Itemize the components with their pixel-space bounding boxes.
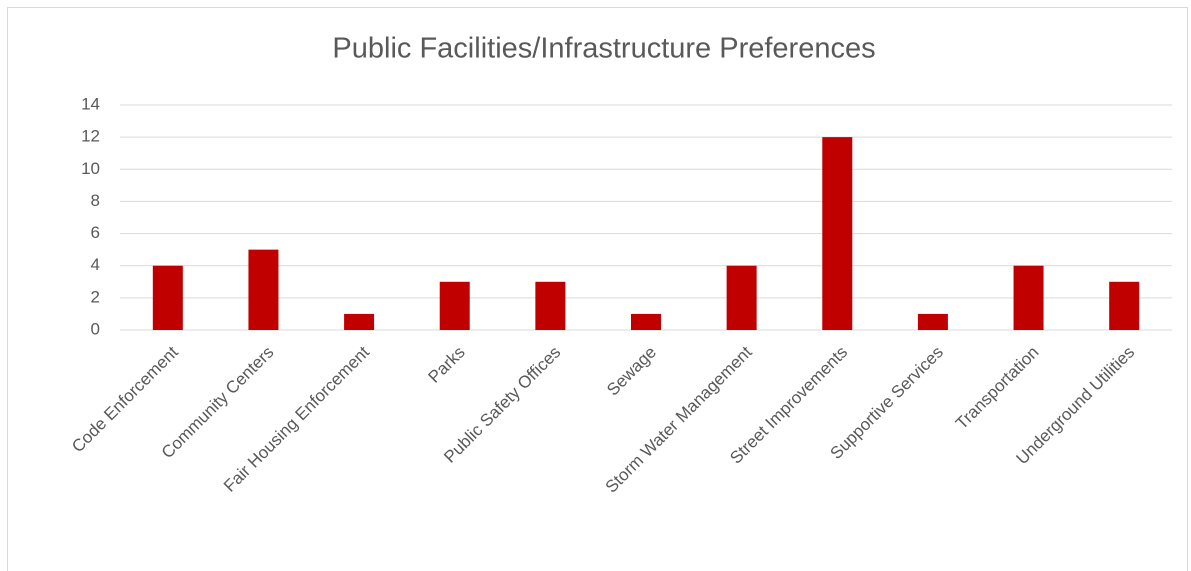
bar [1109,281,1140,330]
bar [535,281,566,330]
y-tick-label: 2 [91,287,100,306]
bar [631,313,661,330]
bar [917,313,948,330]
bar [344,313,375,330]
y-tick-label: 4 [91,255,100,274]
bar [822,137,853,330]
y-tick-label: 10 [81,159,100,178]
y-tick-label: 8 [91,191,100,210]
y-tick-label: 0 [91,319,100,338]
chart-frame [7,7,1188,571]
y-tick-label: 6 [91,223,100,242]
bar [726,265,757,330]
y-tick-label: 12 [81,127,100,146]
bar [1013,265,1044,330]
bar [248,249,279,330]
y-tick-label: 14 [81,94,100,113]
chart-title: Public Facilities/Infrastructure Prefere… [332,33,875,65]
bar [152,265,183,330]
bar [439,281,470,330]
